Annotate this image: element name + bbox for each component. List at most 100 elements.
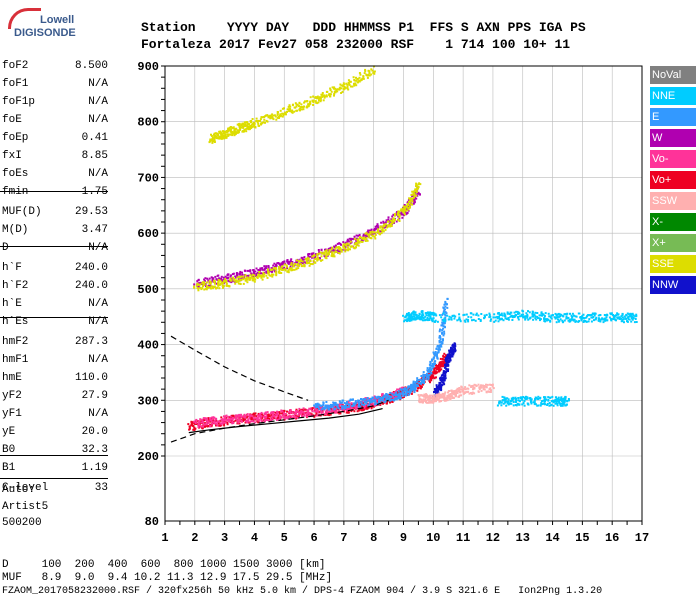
data-point — [349, 398, 352, 401]
data-point — [381, 230, 384, 233]
data-point — [549, 316, 552, 319]
data-point — [438, 393, 441, 396]
data-point — [218, 277, 221, 280]
data-point — [410, 385, 413, 388]
data-point — [418, 381, 421, 384]
data-point — [197, 426, 200, 428]
data-point — [446, 394, 449, 397]
data-point — [518, 315, 521, 318]
data-point — [323, 96, 326, 99]
data-point — [374, 402, 377, 405]
data-point — [345, 244, 348, 247]
data-point — [355, 241, 358, 244]
data-point — [417, 379, 420, 382]
data-point — [207, 419, 210, 422]
data-point — [530, 402, 533, 405]
data-point — [560, 313, 563, 316]
data-point — [453, 342, 456, 345]
data-point — [429, 366, 432, 369]
data-point — [405, 394, 408, 397]
data-point — [307, 105, 310, 108]
data-point — [298, 105, 300, 108]
data-point — [398, 213, 401, 216]
data-point — [385, 394, 388, 397]
data-point — [429, 394, 432, 397]
data-point — [431, 377, 434, 380]
data-point — [220, 281, 223, 284]
data-point — [635, 313, 638, 316]
data-point — [268, 415, 271, 418]
data-point — [544, 312, 547, 315]
data-point — [251, 417, 254, 419]
data-point — [234, 419, 237, 422]
data-point — [440, 340, 443, 343]
data-point — [412, 196, 415, 199]
data-point — [345, 248, 348, 251]
data-point — [413, 201, 416, 204]
data-point — [429, 317, 432, 319]
data-point — [354, 407, 357, 409]
data-point — [325, 251, 328, 254]
data-point — [259, 267, 262, 270]
data-point — [192, 425, 195, 428]
data-point — [204, 287, 207, 290]
param-row: foEp 0.41 — [2, 132, 108, 150]
data-point — [446, 364, 448, 367]
data-point — [259, 414, 262, 417]
data-point — [428, 314, 431, 317]
data-point — [315, 412, 318, 414]
data-point — [352, 238, 355, 241]
data-point — [534, 403, 537, 406]
data-point — [373, 232, 376, 235]
param-value: N/A — [88, 96, 108, 108]
data-point — [194, 419, 197, 422]
data-point — [388, 399, 391, 402]
data-point — [350, 237, 353, 240]
data-point — [402, 210, 405, 213]
data-point — [450, 349, 453, 352]
data-point — [276, 415, 279, 418]
data-point — [331, 405, 334, 408]
data-point — [243, 125, 246, 127]
data-point — [463, 319, 466, 322]
legend-item-x: X- — [650, 213, 696, 231]
param-key: h`F — [2, 262, 22, 274]
data-point — [493, 313, 496, 316]
data-point — [443, 396, 446, 399]
data-point — [311, 408, 314, 411]
data-point — [346, 246, 349, 249]
data-point — [299, 410, 302, 413]
data-point — [274, 411, 277, 414]
data-point — [282, 114, 285, 116]
data-point — [439, 361, 442, 364]
data-point — [291, 268, 294, 271]
data-point — [265, 265, 268, 268]
param-key: yE — [2, 426, 16, 438]
data-point — [323, 408, 326, 411]
data-point — [386, 226, 389, 229]
data-point — [244, 279, 247, 282]
data-point — [538, 317, 541, 320]
data-point — [633, 321, 636, 324]
data-point — [458, 394, 461, 397]
data-point — [380, 221, 383, 224]
data-point — [480, 389, 483, 392]
auto-version: 500200 — [2, 517, 42, 529]
data-point — [428, 319, 431, 321]
data-point — [249, 273, 252, 276]
data-point — [368, 72, 371, 74]
param-value: 8.85 — [81, 150, 108, 162]
data-point — [429, 375, 432, 378]
data-point — [279, 113, 282, 116]
data-point — [543, 315, 546, 317]
data-point — [584, 320, 586, 323]
data-point — [406, 201, 409, 204]
data-point — [419, 398, 422, 401]
data-point — [547, 312, 550, 315]
data-point — [453, 349, 456, 352]
data-point — [316, 102, 319, 105]
data-point — [253, 276, 256, 279]
data-point — [267, 266, 270, 269]
data-point — [463, 313, 466, 316]
data-point — [222, 134, 225, 137]
